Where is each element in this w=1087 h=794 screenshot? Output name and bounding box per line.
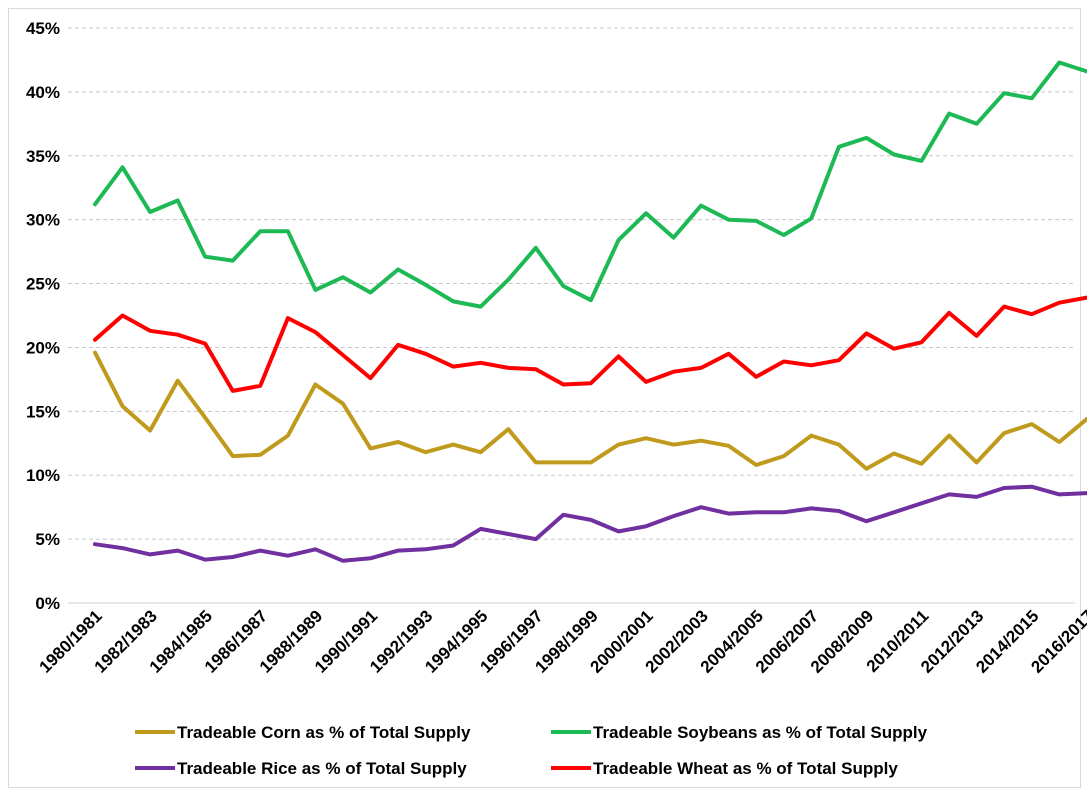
y-tick-label: 35% xyxy=(26,147,60,166)
series-lines xyxy=(93,60,1087,563)
series-line-1 xyxy=(93,60,1087,309)
x-axis: 1980/19811982/19831984/19851986/19871988… xyxy=(36,602,1087,677)
y-tick-label: 20% xyxy=(26,338,60,357)
y-axis: 0% 5% 10% 15% 20% 25% 30% 35% 40% 45% xyxy=(26,19,60,613)
series-line-3 xyxy=(93,295,1087,393)
y-tick-label: 40% xyxy=(26,83,60,102)
y-tick-label: 5% xyxy=(35,530,60,549)
series-line-2 xyxy=(93,484,1087,563)
legend-label: Tradeable Wheat as % of Total Supply xyxy=(593,759,898,778)
chart-frame xyxy=(8,8,1081,788)
y-tick-label: 15% xyxy=(26,402,60,421)
y-tick-label: 0% xyxy=(35,594,60,613)
series-line-0 xyxy=(93,350,1087,471)
legend-label: Tradeable Rice as % of Total Supply xyxy=(177,759,467,778)
legend-label: Tradeable Corn as % of Total Supply xyxy=(177,723,471,742)
y-tick-label: 30% xyxy=(26,211,60,230)
y-tick-label: 25% xyxy=(26,275,60,294)
legend-label: Tradeable Soybeans as % of Total Supply xyxy=(593,723,928,742)
y-tick-label: 45% xyxy=(26,19,60,38)
legend: Tradeable Corn as % of Total Supply Trade… xyxy=(135,723,928,778)
y-tick-label: 10% xyxy=(26,466,60,485)
